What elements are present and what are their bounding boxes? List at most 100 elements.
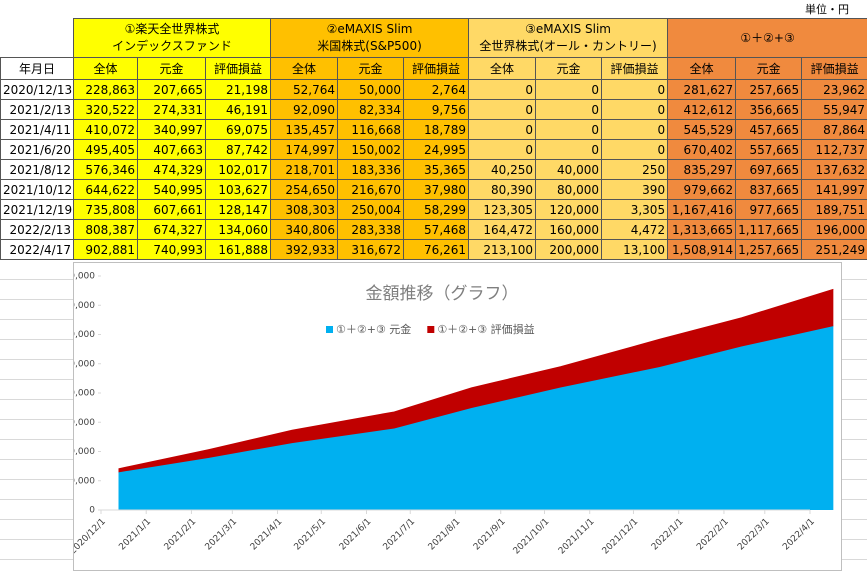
value-cell: 120,000 [535,199,603,220]
value-cell: 58,299 [403,199,470,220]
value-cell: 1,508,914 [667,239,737,260]
value-cell: 735,808 [73,199,138,220]
value-cell: 308,303 [270,199,339,220]
value-cell: 50,000 [337,79,405,100]
legend-swatch [427,326,435,333]
date-cell: 2020/12/13 [0,79,74,100]
value-cell: 164,472 [468,219,537,240]
y-tick-label: 200,000 [73,476,95,486]
group-header-line: ①楽天全世界株式 [124,22,220,36]
value-cell: 545,529 [667,119,737,140]
value-cell: 0 [535,119,603,140]
group-header-line: インデックスファンド [112,39,232,53]
value-cell: 0 [468,99,537,120]
value-cell: 0 [601,79,669,100]
value-cell: 697,665 [735,159,803,180]
value-cell: 540,995 [137,179,206,200]
value-cell: 257,665 [735,79,803,100]
value-cell: 607,661 [137,199,206,220]
value-cell: 23,962 [801,79,867,100]
value-cell: 0 [468,139,537,160]
value-cell: 0 [535,99,603,120]
value-cell: 283,338 [337,219,405,240]
value-cell: 977,665 [735,199,803,220]
sub-header: 元金 [137,57,206,80]
value-cell: 0 [535,139,603,160]
value-cell: 835,297 [667,159,737,180]
value-cell: 1,257,665 [735,239,803,260]
value-cell: 0 [468,119,537,140]
value-cell: 207,665 [137,79,206,100]
x-tick-label: 2021/10/1 [512,517,552,557]
value-cell: 183,336 [337,159,405,180]
x-tick-label: 2022/4/1 [781,517,817,553]
date-cell: 2021/2/13 [0,99,74,120]
x-tick-label: 2021/5/1 [293,517,329,553]
x-tick-label: 2022/2/1 [695,517,731,553]
group-header: ②eMAXIS Slim 米国株式(S&P500) [270,18,470,58]
x-tick-label: 2021/6/1 [338,517,374,553]
corner-cell [0,18,74,58]
value-cell: 808,387 [73,219,138,240]
date-cell: 2021/4/11 [0,119,74,140]
value-cell: 128,147 [204,199,272,220]
y-tick-label: 800,000 [73,389,95,399]
value-cell: 3,305 [601,199,669,220]
value-cell: 37,980 [403,179,470,200]
sub-header: 評価損益 [204,57,272,80]
value-cell: 340,806 [270,219,339,240]
y-tick-label: 1,400,000 [73,301,95,311]
y-tick-label: 1,200,000 [73,330,95,340]
value-cell: 316,672 [337,239,405,260]
date-cell: 2021/10/12 [0,179,74,200]
x-tick-label: 2021/11/1 [557,517,597,557]
value-cell: 2,764 [403,79,470,100]
value-cell: 0 [601,119,669,140]
sub-header: 元金 [735,57,803,80]
group-header-line: ②eMAXIS Slim [326,22,413,36]
sub-header: 元金 [535,57,603,80]
value-cell: 35,365 [403,159,470,180]
date-cell: 2021/6/20 [0,139,74,160]
value-cell: 216,670 [337,179,405,200]
value-cell: 495,405 [73,139,138,160]
value-cell: 69,075 [204,119,272,140]
area-fill [118,326,834,510]
value-cell: 0 [601,99,669,120]
value-cell: 392,933 [270,239,339,260]
y-tick-label: 400,000 [73,447,95,457]
value-cell: 102,017 [204,159,272,180]
value-cell: 141,997 [801,179,867,200]
value-cell: 4,472 [601,219,669,240]
group-header: ③eMAXIS Slim 全世界株式(オール・カントリー) [468,18,669,58]
value-cell: 740,993 [137,239,206,260]
value-cell: 200,000 [535,239,603,260]
x-tick-label: 2020/12/1 [73,517,108,557]
value-cell: 123,305 [468,199,537,220]
x-tick-label: 2021/12/1 [601,517,641,557]
value-cell: 356,665 [735,99,803,120]
group-header: ①＋②+③ [667,18,867,58]
y-tick-label: 0 [89,506,95,516]
value-cell: 46,191 [204,99,272,120]
value-cell: 116,668 [337,119,405,140]
value-cell: 340,997 [137,119,206,140]
legend-label: ①＋②+③ 評価損益 [437,322,534,336]
value-cell: 80,390 [468,179,537,200]
date-header: 年月日 [0,57,74,80]
value-cell: 103,627 [204,179,272,200]
value-cell: 281,627 [667,79,737,100]
value-cell: 251,249 [801,239,867,260]
sub-header: 元金 [337,57,405,80]
sub-header: 評価損益 [601,57,669,80]
value-cell: 474,329 [137,159,206,180]
value-cell: 902,881 [73,239,138,260]
value-cell: 160,000 [535,219,603,240]
value-cell: 412,612 [667,99,737,120]
value-cell: 87,742 [204,139,272,160]
value-cell: 21,198 [204,79,272,100]
value-cell: 576,346 [73,159,138,180]
legend-label: ①＋②+③ 元金 [336,322,411,336]
group-header-line: ①＋②+③ [740,30,795,45]
date-cell: 2022/4/17 [0,239,74,260]
